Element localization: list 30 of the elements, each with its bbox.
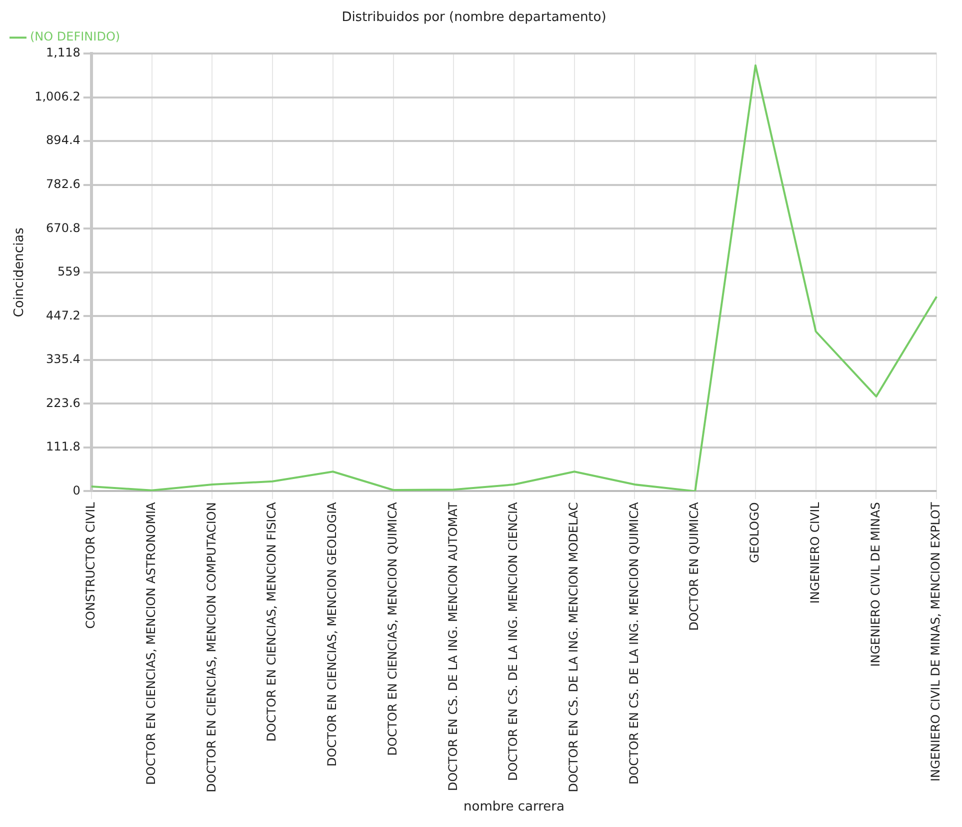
x-tick-label: DOCTOR EN CS. DE LA ING. MENCION QUIMICA <box>626 501 641 785</box>
y-tick-label: 335.4 <box>46 352 80 366</box>
y-axis-title: Coincidencias <box>12 227 28 318</box>
x-tick-label: DOCTOR EN QUIMICA <box>687 501 702 631</box>
y-tick-label: 0 <box>72 483 80 498</box>
x-tick-label: DOCTOR EN CIENCIAS, MENCION ASTRONOMIA <box>144 501 158 785</box>
y-tick-label: 894.4 <box>46 133 80 148</box>
x-tick-label: GEOLOGO <box>748 502 762 563</box>
x-tick-label: CONSTRUCTOR CIVIL <box>84 502 98 629</box>
x-tick-label: INGENIERO CIVIL DE MINAS, MENCION EXPLOT <box>928 502 943 782</box>
x-tick-label: INGENIERO CIVIL DE MINAS <box>868 502 882 667</box>
x-tick-label: DOCTOR EN CIENCIAS, MENCION COMPUTACION <box>204 502 218 792</box>
y-tick-label: 670.8 <box>46 220 80 235</box>
x-tick-label: DOCTOR EN CIENCIAS, MENCION FISICA <box>264 501 279 742</box>
x-tick-label: DOCTOR EN CIENCIAS, MENCION QUIMICA <box>385 501 400 756</box>
y-tick-label: 223.6 <box>46 396 80 410</box>
x-tick-label: DOCTOR EN CS. DE LA ING. MENCION AUTOMAT <box>446 502 460 792</box>
x-tick-label: INGENIERO CIVIL <box>808 502 822 604</box>
x-tick-label: DOCTOR EN CIENCIAS, MENCION GEOLOGIA <box>325 501 340 767</box>
x-tick-label: DOCTOR EN CS. DE LA ING. MENCION MODELAC <box>566 502 580 792</box>
y-tick-label: 1,118 <box>46 46 80 60</box>
y-tick-label: 1,006.2 <box>34 89 80 104</box>
legend-label: (NO DEFINIDO) <box>30 30 120 44</box>
y-tick-label: 111.8 <box>46 440 80 454</box>
y-tick-label: 559 <box>57 264 80 279</box>
y-tick-label: 782.6 <box>46 177 80 191</box>
y-tick-label: 447.2 <box>46 308 80 322</box>
x-axis-title: nombre carrera <box>464 800 564 815</box>
chart-title: Distribuidos por (nombre departamento) <box>342 10 606 26</box>
x-tick-label: DOCTOR EN CS. DE LA ING. MENCION CIENCIA <box>506 501 520 781</box>
